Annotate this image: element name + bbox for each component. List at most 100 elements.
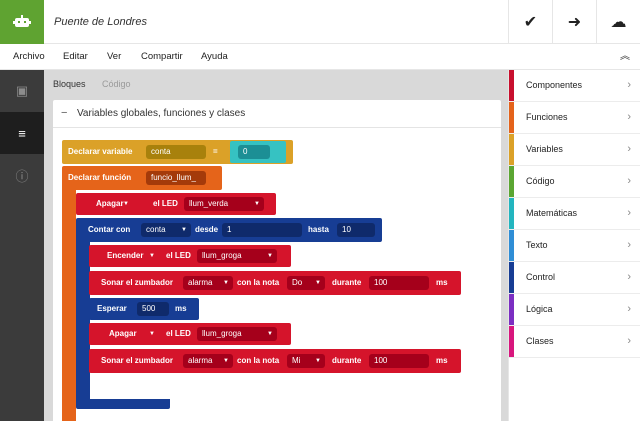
block-label: Declarar variable: [68, 147, 133, 156]
led-label: el LED: [166, 329, 191, 338]
dropdown-arrow-icon[interactable]: ▼: [123, 201, 129, 207]
declare-function-block[interactable]: Declarar función funcio_llum_: [62, 166, 222, 190]
block-label: Sonar el zumbador: [101, 356, 174, 365]
category-texto[interactable]: Texto ›: [509, 230, 640, 262]
block-label: Contar con: [88, 225, 131, 234]
chevron-right-icon: ›: [627, 111, 631, 123]
menu-bar: Archivo Editar Ver Compartir Ayuda ︽: [0, 44, 640, 70]
block-label: Encender: [107, 251, 144, 260]
unit-label: ms: [436, 356, 448, 365]
category-label: Funciones: [526, 112, 568, 122]
category-color-stripe: [509, 102, 514, 133]
category-matematicas[interactable]: Matemáticas ›: [509, 198, 640, 230]
tab-codigo[interactable]: Código: [102, 79, 131, 89]
esperar-block[interactable]: Esperar 500 ms: [89, 298, 199, 320]
dropdown-arrow-icon: ▼: [315, 358, 321, 364]
note-label: con la nota: [237, 278, 280, 287]
chevron-right-icon: ›: [627, 143, 631, 155]
robot-icon[interactable]: [0, 0, 44, 44]
category-color-stripe: [509, 262, 514, 293]
category-logica[interactable]: Lógica ›: [509, 294, 640, 326]
chevron-right-icon: ›: [627, 79, 631, 91]
wait-value-field[interactable]: 500: [137, 302, 169, 316]
menu-ver[interactable]: Ver: [107, 51, 122, 62]
cloud-icon[interactable]: ☁: [596, 0, 640, 44]
category-variables[interactable]: Variables ›: [509, 134, 640, 166]
declare-variable-block[interactable]: Declarar variable conta = 0: [62, 140, 293, 164]
loop-footer: [76, 399, 170, 409]
number-field[interactable]: 0: [238, 145, 270, 159]
category-color-stripe: [509, 198, 514, 229]
count-loop-block[interactable]: Contar con conta ▼ desde 1 hasta 10: [76, 218, 382, 242]
note-dropdown[interactable]: Mi ▼: [287, 354, 325, 368]
collapse-minus-icon[interactable]: −: [61, 107, 68, 119]
category-label: Componentes: [526, 80, 583, 90]
led-dropdown[interactable]: llum_groga ▼: [197, 327, 277, 341]
function-body-rail: [62, 188, 76, 421]
menu-compartir[interactable]: Compartir: [141, 51, 183, 62]
led-dropdown[interactable]: llum_groga ▼: [197, 249, 277, 263]
encender-led-block[interactable]: Encender ▼ el LED llum_groga ▼: [89, 245, 291, 267]
chip-icon[interactable]: ▣: [15, 83, 29, 98]
apagar-led-block[interactable]: Apagar ▼ el LED llum_verda ▼: [76, 193, 276, 215]
duration-label: durante: [332, 356, 362, 365]
sonar-zumbador-block[interactable]: Sonar el zumbador alarma ▼ con la nota Do…: [89, 271, 461, 295]
variable-name-field[interactable]: conta: [146, 145, 206, 159]
led-dropdown[interactable]: llum_verda ▼: [184, 197, 264, 211]
loop-from-field[interactable]: 1: [222, 223, 302, 237]
duration-field[interactable]: 100: [369, 276, 429, 290]
category-funciones[interactable]: Funciones ›: [509, 102, 640, 134]
category-panel: Componentes › Funciones › Variables › Có…: [508, 70, 640, 421]
category-control[interactable]: Control ›: [509, 262, 640, 294]
block-label: Sonar el zumbador: [101, 278, 174, 287]
buzzer-dropdown[interactable]: alarma ▼: [183, 276, 233, 290]
check-icon[interactable]: ✔: [508, 0, 552, 44]
panel-header[interactable]: − Variables globales, funciones y clases: [53, 100, 501, 128]
block-label: Esperar: [97, 304, 127, 313]
category-clases[interactable]: Clases ›: [509, 326, 640, 358]
led-label: el LED: [153, 199, 178, 208]
loop-to-field[interactable]: 10: [337, 223, 375, 237]
chevron-right-icon: ›: [627, 335, 631, 347]
category-label: Clases: [526, 336, 554, 346]
category-color-stripe: [509, 326, 514, 357]
duration-label: durante: [332, 278, 362, 287]
category-color-stripe: [509, 70, 514, 101]
dropdown-arrow-icon: ▼: [267, 331, 273, 337]
collapse-up-icon[interactable]: ︽: [620, 51, 630, 62]
buzzer-dropdown[interactable]: alarma ▼: [183, 354, 233, 368]
dropdown-arrow-icon: ▼: [315, 280, 321, 286]
dropdown-arrow-icon: ▼: [223, 280, 229, 286]
chevron-right-icon: ›: [627, 239, 631, 251]
function-name-field[interactable]: funcio_llum_: [146, 171, 206, 185]
category-codigo[interactable]: Código ›: [509, 166, 640, 198]
arrow-right-icon[interactable]: ➜: [552, 0, 596, 44]
loop-var-dropdown[interactable]: conta ▼: [141, 223, 191, 237]
duration-field[interactable]: 100: [369, 354, 429, 368]
dropdown-arrow-icon: ▼: [267, 253, 273, 259]
text-lines-icon[interactable]: ≡: [0, 112, 44, 154]
tab-bloques[interactable]: Bloques: [53, 79, 86, 89]
category-color-stripe: [509, 230, 514, 261]
menu-editar[interactable]: Editar: [63, 51, 88, 62]
menu-ayuda[interactable]: Ayuda: [201, 51, 228, 62]
dropdown-arrow-icon[interactable]: ▼: [149, 253, 155, 259]
globals-panel: − Variables globales, funciones y clases…: [53, 100, 501, 421]
note-label: con la nota: [237, 356, 280, 365]
number-block[interactable]: 0: [230, 141, 286, 163]
loop-body-rail: [76, 240, 90, 406]
equals-label: =: [213, 147, 218, 156]
panel-title: Variables globales, funciones y clases: [77, 108, 246, 119]
category-componentes[interactable]: Componentes ›: [509, 70, 640, 102]
apagar-led-block-2[interactable]: Apagar ▼ el LED llum_groga ▼: [89, 323, 291, 345]
sonar-zumbador-block-2[interactable]: Sonar el zumbador alarma ▼ con la nota Mi…: [89, 349, 461, 373]
dropdown-arrow-icon[interactable]: ▼: [149, 331, 155, 337]
project-title[interactable]: Puente de Londres: [54, 16, 147, 28]
category-color-stripe: [509, 134, 514, 165]
menu-archivo[interactable]: Archivo: [13, 51, 45, 62]
info-icon[interactable]: ⓘ: [15, 168, 29, 184]
dropdown-arrow-icon: ▼: [223, 358, 229, 364]
note-dropdown[interactable]: Do ▼: [287, 276, 325, 290]
unit-label: ms: [175, 304, 187, 313]
chevron-right-icon: ›: [627, 175, 631, 187]
